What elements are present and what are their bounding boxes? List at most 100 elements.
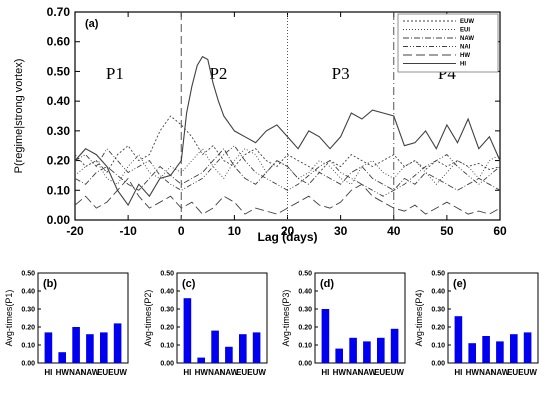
bar-panel-label: (d) (320, 278, 334, 290)
bar-category-label: NAW (81, 368, 100, 377)
bar-y-tick-label: 0.10 (160, 343, 174, 350)
legend-box (397, 13, 499, 73)
bar-category-label: HI (183, 368, 191, 377)
x-tick-label: 50 (440, 224, 454, 238)
bar-y-tick-label: 0.20 (160, 325, 174, 332)
bar-y-tick-label: 0.30 (431, 307, 445, 314)
bar-y-tick-label: 0.50 (298, 271, 312, 278)
bar-category-label: HW (195, 368, 209, 377)
bar-nai (72, 327, 80, 363)
legend-entry: HI (460, 62, 466, 68)
bar-euw (113, 323, 122, 363)
bar-y-tick-label: 0.50 (431, 271, 445, 278)
bar-category-label: HI (321, 368, 329, 377)
bar-nai (349, 337, 357, 363)
bar-category-label: EUW (108, 368, 127, 377)
series-line-naw (74, 147, 501, 191)
x-tick-label: -10 (119, 224, 137, 238)
x-tick-label: 40 (387, 224, 401, 238)
bar-category-label: NAW (220, 368, 239, 377)
y-tick-label: 0.70 (47, 5, 71, 19)
y-tick-label: 0.20 (47, 154, 71, 168)
bar-category-label: HI (454, 368, 462, 377)
legend-entry: EUI (460, 28, 470, 34)
x-tick-label: 30 (334, 224, 348, 238)
bar-eui (100, 332, 108, 363)
bar-y-tick-label: 0.40 (431, 289, 445, 296)
bar-y-tick-label: 0.40 (21, 289, 35, 296)
period-label: P1 (106, 64, 124, 83)
bar-y-tick-label: 0.50 (21, 271, 35, 278)
bar-y-axis-label: Avg-times(P2) (143, 290, 153, 347)
bar-y-tick-label: 0.00 (21, 361, 35, 368)
bar-chart-d: 0.00 0.10 0.20 0.30 0.40 0.50 HI HW NAINAWEUIEUW… (281, 271, 406, 377)
panel-label: (a) (85, 18, 99, 30)
bar-y-tick-label: 0.30 (298, 307, 312, 314)
bar-hw (197, 357, 205, 363)
bar-nai (482, 336, 490, 363)
bar-y-tick-label: 0.20 (431, 325, 445, 332)
y-tick-label: 0.00 (47, 213, 71, 227)
x-axis-label: Lag (days) (257, 230, 317, 244)
bar-naw (363, 341, 371, 363)
bar-euw (390, 328, 399, 363)
series-line-hi (74, 55, 501, 207)
bar-naw (496, 341, 504, 363)
bar-category-label: HI (44, 368, 52, 377)
bar-y-axis-label: Avg-times(P1) (4, 290, 14, 347)
bar-plot-frame (314, 272, 406, 364)
bar-y-tick-label: 0.00 (160, 361, 174, 368)
bar-chart-b: 0.00 0.10 0.20 0.30 0.40 0.50 HI HW NAINAWEUIEUW… (4, 271, 129, 377)
y-tick-label: 0.40 (47, 94, 71, 108)
bar-euw (252, 332, 261, 363)
bar-eui (510, 334, 518, 363)
bar-euw (523, 332, 532, 363)
y-tick-label: 0.60 (47, 35, 71, 49)
legend-entry: HW (460, 53, 470, 59)
bar-category-label: HW (466, 368, 480, 377)
bar-y-tick-label: 0.10 (431, 343, 445, 350)
x-tick-label: -20 (66, 224, 84, 238)
bar-y-axis-label: Avg-times(P3) (281, 290, 291, 347)
series-line-hw (74, 177, 501, 215)
legend-entry: EUW (460, 19, 474, 25)
bar-panel-label: (e) (453, 278, 467, 290)
period-label: P3 (332, 64, 350, 83)
y-tick-label: 0.10 (47, 183, 71, 197)
bar-plot-frame (447, 272, 539, 364)
legend-entry: NAW (460, 36, 474, 42)
bar-hi (454, 316, 463, 363)
bar-category-label: EUW (385, 368, 404, 377)
bar-chart-c: 0.00 0.10 0.20 0.30 0.40 0.50 HI HW NAINAWEUIEUW… (143, 271, 268, 377)
bar-category-label: EUW (518, 368, 537, 377)
bar-hw (58, 352, 66, 363)
bar-y-tick-label: 0.20 (21, 325, 35, 332)
bar-hw (468, 343, 476, 363)
bar-y-tick-label: 0.10 (21, 343, 35, 350)
bar-category-label: EUW (247, 368, 266, 377)
bar-category-label: EUI (97, 368, 110, 377)
bar-naw (86, 334, 94, 363)
bar-category-label: EUI (236, 368, 249, 377)
bar-panel-label: (b) (43, 278, 57, 290)
legend-entry: NAI (460, 45, 471, 51)
main-line-chart: -20 -10 0 10 20 30 40 50 60 0.00 0.10 0.20 0.30 0.40 0… (13, 5, 507, 244)
x-tick-label: 20 (281, 224, 295, 238)
bar-y-tick-label: 0.40 (298, 289, 312, 296)
bar-y-tick-label: 0.40 (160, 289, 174, 296)
bar-hi (183, 298, 192, 363)
series-line-nai (74, 145, 501, 197)
bar-nai (211, 330, 219, 363)
bar-plot-frame (176, 272, 268, 364)
bar-category-label: NAI (208, 368, 222, 377)
bar-hw (335, 348, 343, 363)
bar-y-tick-label: 0.00 (431, 361, 445, 368)
bar-y-tick-label: 0.20 (298, 325, 312, 332)
x-tick-label: 10 (228, 224, 242, 238)
bar-category-label: HW (333, 368, 347, 377)
bar-category-label: EUI (507, 368, 520, 377)
bar-eui (377, 337, 385, 363)
bar-y-tick-label: 0.50 (160, 271, 174, 278)
